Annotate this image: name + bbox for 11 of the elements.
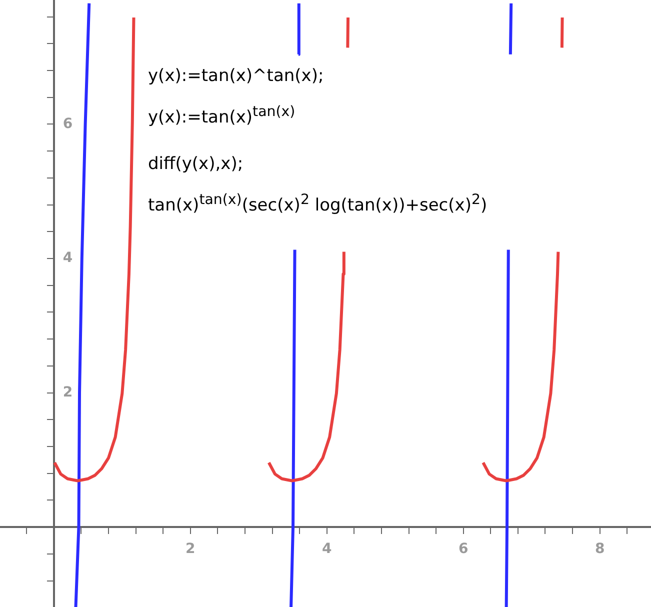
annotation: y(x):=tan(x)$^{tan(x)}$ — [148, 103, 296, 130]
annotation: tan(x)$^{tan(x)}$(sec(x)$^{2}$ log(tan(x))+sec(x)$^{2}$) — [148, 190, 488, 218]
x-tick-label: 8 — [594, 541, 605, 558]
annotation: y(x):=tan(x)^tan(x); — [148, 65, 325, 88]
x-tick-label: 2 — [186, 541, 196, 558]
x-tick-label: 6 — [458, 541, 468, 558]
y-tick-label: 2 — [62, 384, 73, 400]
y-tick-label: 6 — [62, 116, 73, 132]
x-tick-label: 4 — [322, 541, 332, 558]
y-tick-label: 4 — [62, 250, 73, 266]
annotation: diff(y(x),x); — [148, 152, 244, 176]
